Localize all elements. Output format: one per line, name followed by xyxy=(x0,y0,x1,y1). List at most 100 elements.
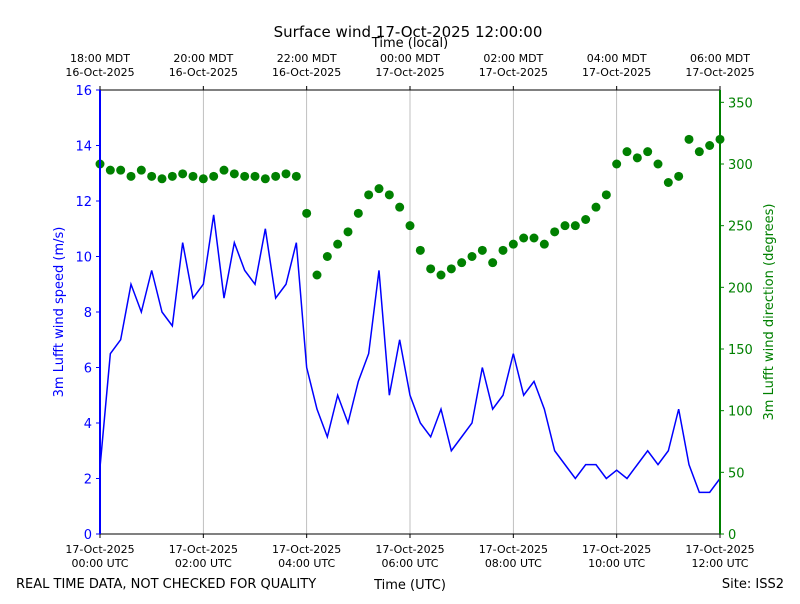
footer-site: Site: ISS2 xyxy=(722,577,784,592)
direction-point xyxy=(694,147,704,157)
direction-point xyxy=(250,171,260,181)
direction-point xyxy=(312,270,322,280)
x2-axis-label: Time (local) xyxy=(371,36,448,51)
y2-tick-label: 50 xyxy=(728,466,745,481)
direction-point xyxy=(364,190,374,200)
x-tick-label: 06:00 UTC xyxy=(381,557,438,570)
x2-tick-label: 17-Oct-2025 xyxy=(479,66,548,79)
direction-point xyxy=(395,202,405,212)
x2-tick-label: 06:00 MDT xyxy=(690,52,750,65)
x2-tick-label: 20:00 MDT xyxy=(173,52,233,65)
direction-point xyxy=(271,171,281,181)
x2-tick-label: 04:00 MDT xyxy=(587,52,647,65)
direction-point xyxy=(209,171,219,181)
direction-point xyxy=(488,258,498,268)
y2-tick-label: 0 xyxy=(728,528,736,543)
direction-point xyxy=(188,171,198,181)
direction-point xyxy=(302,208,312,218)
direction-point xyxy=(550,227,560,237)
y-tick-label: 14 xyxy=(75,140,92,155)
direction-point xyxy=(219,165,229,175)
direction-point xyxy=(136,165,146,175)
y2-tick-label: 250 xyxy=(728,220,753,235)
direction-point xyxy=(126,171,136,181)
y-tick-label: 2 xyxy=(84,473,92,488)
direction-point xyxy=(612,159,622,169)
x2-tick-label: 17-Oct-2025 xyxy=(375,66,444,79)
x-tick-label: 17-Oct-2025 xyxy=(685,543,754,556)
x-tick-label: 12:00 UTC xyxy=(691,557,748,570)
direction-point xyxy=(653,159,663,169)
direction-point xyxy=(291,171,301,181)
y-tick-label: 12 xyxy=(75,195,92,210)
direction-point xyxy=(426,264,436,274)
direction-point xyxy=(632,153,642,163)
direction-point xyxy=(436,270,446,280)
x-axis-label: Time (UTC) xyxy=(373,578,446,593)
direction-point xyxy=(198,174,208,184)
direction-point xyxy=(343,227,353,237)
x-tick-label: 04:00 UTC xyxy=(278,557,335,570)
direction-point xyxy=(591,202,601,212)
direction-point xyxy=(229,169,239,179)
x2-tick-label: 02:00 MDT xyxy=(483,52,543,65)
x2-tick-label: 18:00 MDT xyxy=(70,52,130,65)
direction-point xyxy=(446,264,456,274)
x-tick-label: 17-Oct-2025 xyxy=(479,543,548,556)
direction-point xyxy=(560,221,570,231)
y-tick-label: 8 xyxy=(84,306,92,321)
x2-tick-label: 16-Oct-2025 xyxy=(65,66,134,79)
direction-point xyxy=(467,252,477,261)
direction-point xyxy=(477,245,487,255)
direction-point xyxy=(167,171,177,181)
direction-point xyxy=(384,190,394,200)
direction-point xyxy=(581,215,591,224)
footer-note: REAL TIME DATA, NOT CHECKED FOR QUALITY xyxy=(16,577,316,592)
direction-point xyxy=(508,239,518,249)
direction-point xyxy=(415,245,425,255)
direction-point xyxy=(539,239,549,249)
x-tick-label: 00:00 UTC xyxy=(71,557,128,570)
direction-point xyxy=(374,184,384,194)
y2-tick-label: 300 xyxy=(728,158,753,173)
x-tick-label: 17-Oct-2025 xyxy=(582,543,651,556)
direction-point xyxy=(529,233,539,243)
x2-tick-label: 00:00 MDT xyxy=(380,52,440,65)
x2-tick-label: 17-Oct-2025 xyxy=(582,66,651,79)
direction-point xyxy=(353,208,363,218)
direction-point xyxy=(333,239,343,249)
y2-tick-label: 150 xyxy=(728,343,753,358)
direction-point xyxy=(240,171,250,181)
x2-tick-label: 16-Oct-2025 xyxy=(272,66,341,79)
direction-point xyxy=(322,252,332,261)
direction-point xyxy=(457,258,467,268)
y2-tick-label: 100 xyxy=(728,405,753,420)
x-tick-label: 08:00 UTC xyxy=(485,557,542,570)
direction-point xyxy=(260,174,270,184)
x-tick-label: 02:00 UTC xyxy=(175,557,232,570)
y-axis-label: 3m Lufft wind speed (m/s) xyxy=(52,227,67,398)
direction-point xyxy=(405,221,415,231)
y-tick-label: 0 xyxy=(84,528,92,543)
speed-line xyxy=(99,214,721,494)
y2-axis-label: 3m Lufft wind direction (degrees) xyxy=(762,204,777,421)
y-tick-label: 16 xyxy=(75,84,92,99)
direction-point xyxy=(674,171,684,181)
direction-point xyxy=(157,174,167,184)
direction-point xyxy=(116,165,126,175)
direction-point xyxy=(705,141,715,150)
y-tick-label: 10 xyxy=(75,251,92,266)
x-tick-label: 10:00 UTC xyxy=(588,557,645,570)
y-tick-label: 4 xyxy=(84,417,92,432)
x2-tick-label: 22:00 MDT xyxy=(277,52,337,65)
direction-point xyxy=(105,165,115,175)
direction-point xyxy=(622,147,632,157)
x2-tick-label: 17-Oct-2025 xyxy=(685,66,754,79)
x-tick-label: 17-Oct-2025 xyxy=(169,543,238,556)
x-tick-label: 17-Oct-2025 xyxy=(375,543,444,556)
x-tick-label: 17-Oct-2025 xyxy=(272,543,341,556)
direction-point xyxy=(663,178,673,187)
direction-point xyxy=(570,221,580,231)
direction-point xyxy=(178,169,188,179)
